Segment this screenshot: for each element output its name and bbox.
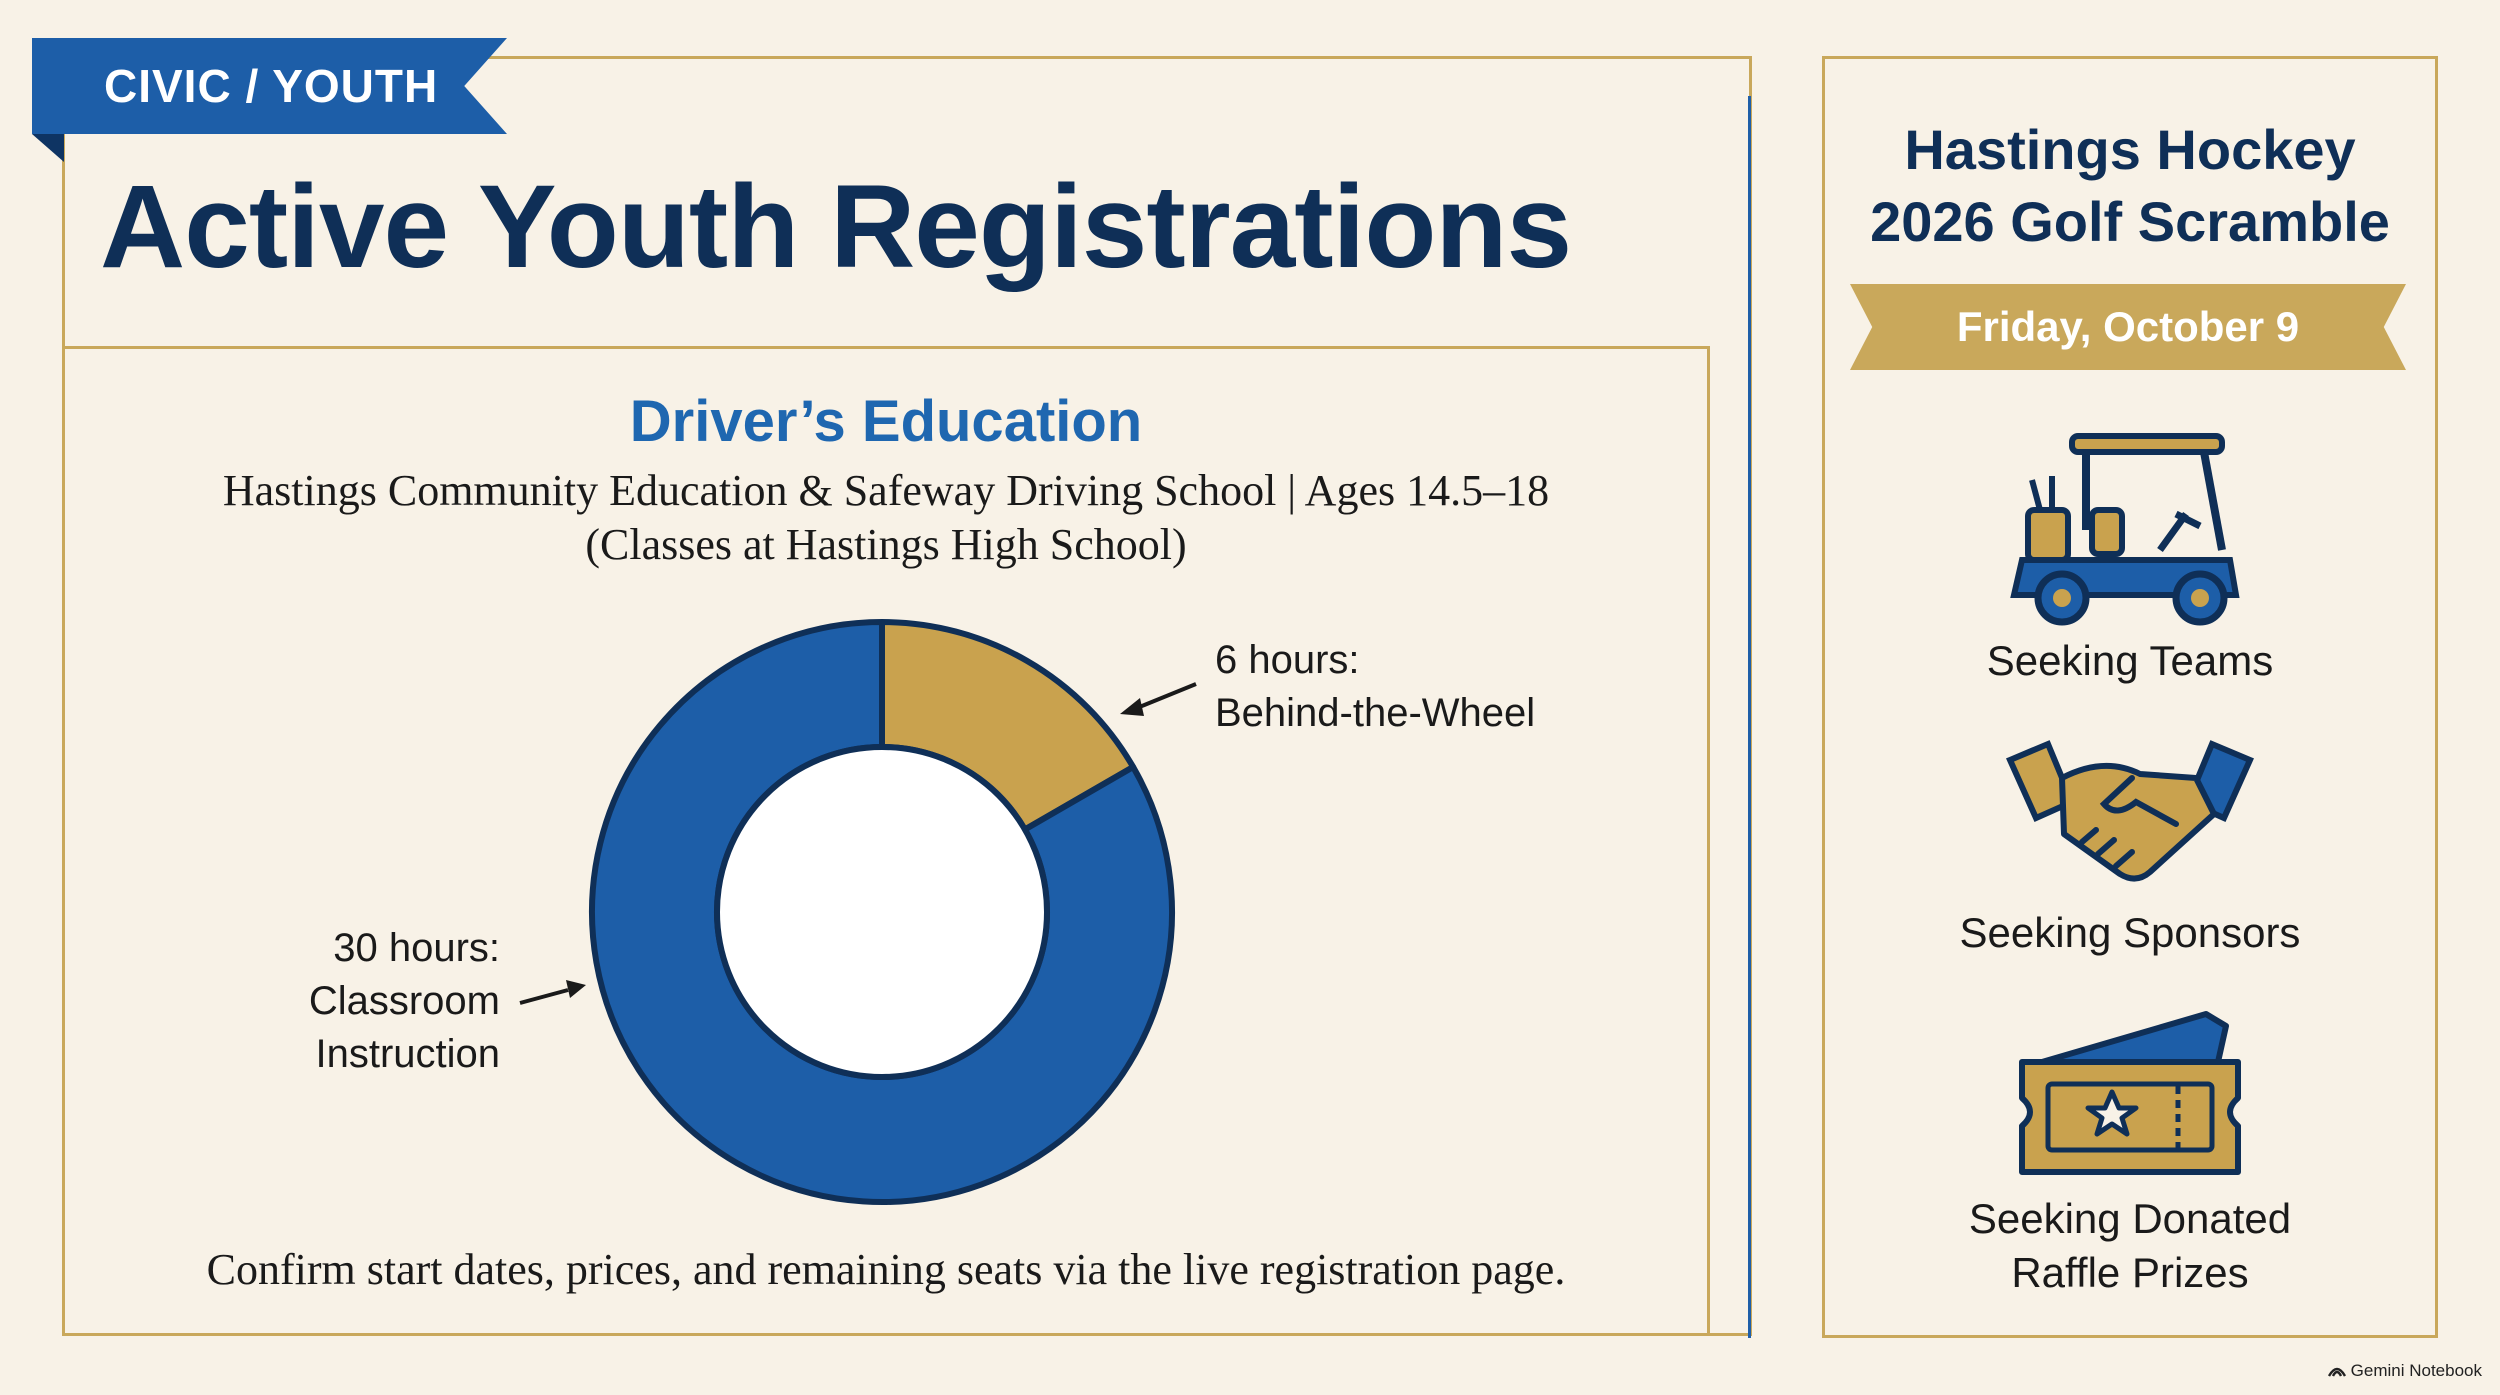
seeking-sponsors-label: Seeking Sponsors: [1959, 909, 2301, 956]
program-title: Driver’s Education: [629, 389, 1143, 454]
notebook-icon: [2327, 1367, 2346, 1377]
seeking-raffle-prizes-line1: Seeking Donated: [1968, 1195, 2292, 1242]
handshake-icon: [2006, 740, 2254, 882]
category-tag: CIVIC / YOUTH: [32, 38, 507, 134]
annotation-behind-the-wheel: 6 hours: Behind-the-Wheel: [1120, 638, 1535, 735]
annotation-arrow-head: [1120, 698, 1144, 716]
brand-watermark: Gemini Notebook: [2327, 1361, 2482, 1381]
event-date-badge: Friday, October 9: [1850, 284, 2406, 370]
divider-line: [1748, 96, 1751, 1338]
registration-note: Confirm start dates, prices, and remaini…: [206, 1245, 1566, 1294]
sidebar-panel-frame: [1822, 56, 2438, 1338]
annotation-arrow-shaft: [1136, 682, 1197, 710]
brand-label: Gemini Notebook: [2350, 1361, 2482, 1380]
annotation-behind-the-wheel-line2: Behind-the-Wheel: [1215, 691, 1535, 735]
annotation-arrow-shaft: [519, 988, 569, 1005]
annotation-classroom-line3: Instruction: [315, 1032, 500, 1076]
annotation-classroom-line1: 30 hours:: [333, 926, 500, 970]
annotation-classroom-line2: Classroom: [309, 979, 500, 1023]
seeking-teams-label: Seeking Teams: [1986, 637, 2274, 684]
annotation-arrow-head: [566, 980, 586, 998]
event-title: Hastings Hockey 2026 Golf Scramble: [1822, 114, 2438, 258]
program-subtitle: Hastings Community Education & Safeway D…: [62, 464, 1710, 572]
program-subtitle-line1: Hastings Community Education & Safeway D…: [222, 466, 1550, 515]
program-panel-frame: [62, 346, 1710, 1336]
golf-cart-icon: [2010, 433, 2240, 626]
seeking-raffle-prizes-line2: Raffle Prizes: [2011, 1249, 2249, 1296]
event-title-line1: Hastings Hockey: [1904, 118, 2356, 181]
donut-hole: [714, 744, 1050, 1080]
program-subtitle-line2: (Classes at Hastings High School): [585, 520, 1187, 569]
event-title-line2: 2026 Golf Scramble: [1870, 190, 2390, 253]
donut-slices: [589, 619, 1175, 1205]
seeking-raffle-prizes-label: Seeking Donated Raffle Prizes: [1822, 1192, 2438, 1300]
annotation-classroom: 30 hours: Classroom Instruction: [309, 926, 586, 1076]
ticket-icon: [2019, 1011, 2241, 1175]
page-title: Active Youth Registrations: [100, 161, 1572, 293]
annotation-behind-the-wheel-line1: 6 hours:: [1215, 638, 1360, 682]
